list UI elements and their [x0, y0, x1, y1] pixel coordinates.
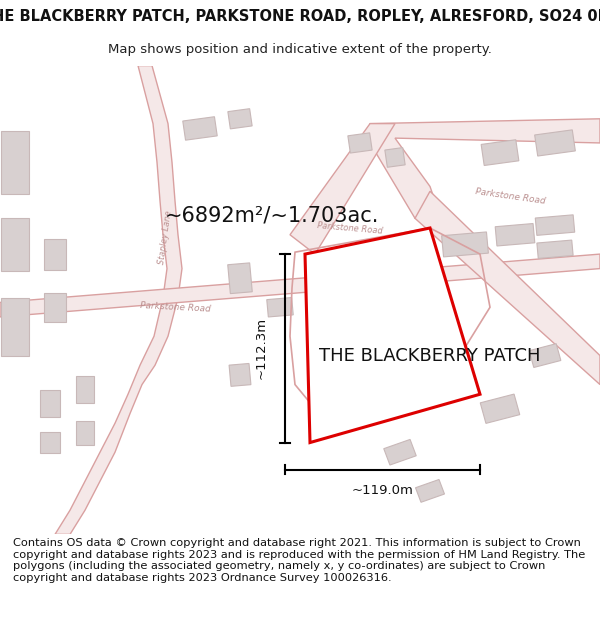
- Bar: [228, 263, 252, 294]
- Text: Parkstone Road: Parkstone Road: [317, 221, 383, 236]
- Bar: [481, 140, 519, 166]
- Text: Parkstone Road: Parkstone Road: [139, 301, 211, 314]
- Bar: [40, 432, 60, 453]
- Bar: [44, 239, 66, 269]
- Bar: [442, 232, 488, 257]
- Bar: [229, 364, 251, 386]
- Bar: [363, 287, 407, 308]
- Bar: [44, 292, 66, 322]
- Bar: [384, 439, 416, 465]
- Bar: [1, 298, 29, 356]
- Bar: [76, 421, 94, 445]
- Bar: [495, 224, 535, 246]
- Bar: [1, 131, 29, 194]
- Bar: [385, 148, 405, 168]
- Text: THE BLACKBERRY PATCH, PARKSTONE ROAD, ROPLEY, ALRESFORD, SO24 0EP: THE BLACKBERRY PATCH, PARKSTONE ROAD, RO…: [0, 9, 600, 24]
- Bar: [480, 394, 520, 423]
- Bar: [535, 130, 575, 156]
- Bar: [183, 117, 217, 140]
- Bar: [529, 344, 561, 367]
- Text: Contains OS data © Crown copyright and database right 2021. This information is : Contains OS data © Crown copyright and d…: [13, 538, 586, 582]
- Bar: [416, 479, 445, 502]
- Polygon shape: [290, 124, 395, 254]
- Polygon shape: [0, 254, 600, 317]
- Bar: [348, 133, 372, 153]
- Bar: [76, 376, 94, 403]
- Text: Parkstone Road: Parkstone Road: [475, 187, 545, 206]
- Polygon shape: [415, 191, 600, 384]
- Text: Stapley Lane: Stapley Lane: [157, 210, 173, 265]
- Bar: [535, 215, 575, 236]
- Bar: [228, 109, 252, 129]
- Text: ~112.3m: ~112.3m: [255, 317, 268, 379]
- Polygon shape: [305, 228, 480, 442]
- Bar: [1, 218, 29, 271]
- Text: ~119.0m: ~119.0m: [352, 484, 414, 498]
- Bar: [267, 298, 293, 317]
- Polygon shape: [55, 66, 182, 534]
- Bar: [40, 391, 60, 418]
- Polygon shape: [370, 119, 600, 218]
- Text: THE BLACKBERRY PATCH: THE BLACKBERRY PATCH: [319, 347, 541, 364]
- Text: Map shows position and indicative extent of the property.: Map shows position and indicative extent…: [108, 42, 492, 56]
- Text: ~6892m²/~1.703ac.: ~6892m²/~1.703ac.: [165, 206, 379, 226]
- Bar: [537, 240, 573, 258]
- Bar: [324, 266, 376, 291]
